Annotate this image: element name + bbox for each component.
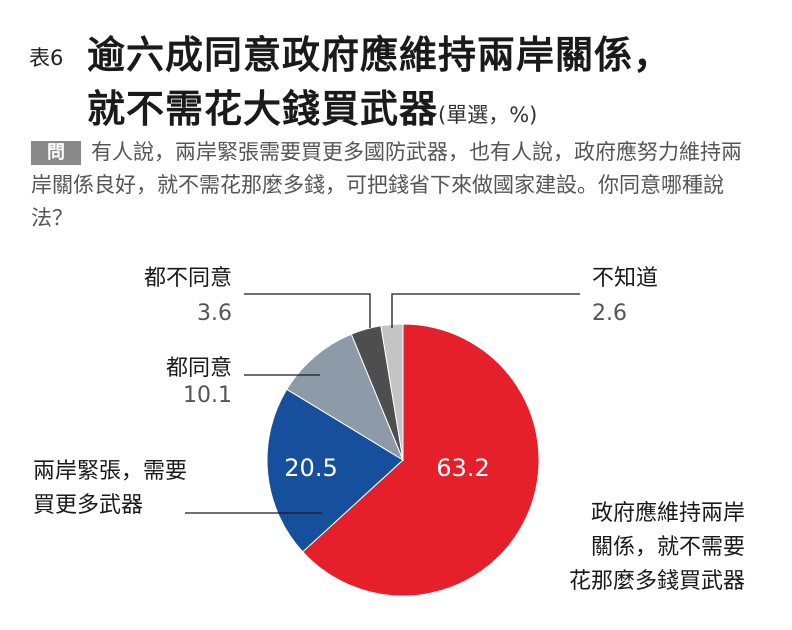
- table-number: 表6: [29, 46, 64, 70]
- pie-slices: [266, 323, 540, 597]
- leader-lines: [185, 293, 580, 514]
- survey-question-text: 有人說，兩岸緊張需要買更多國防武器，也有人說，政府應努力維持兩岸關係良好，就不需…: [31, 140, 742, 230]
- slice-label-5-line-1: 不知道: [592, 266, 658, 291]
- chart-title-line-1: 逾六成同意政府應維持兩岸關係，: [87, 33, 673, 77]
- survey-question: 有人說，兩岸緊張需要買更多國防武器，也有人說，政府應努力維持兩岸關係良好，就不需…: [31, 136, 751, 235]
- pie-slice-2: [266, 388, 404, 553]
- slice-label-1-line-2: 關係，就不需要: [591, 535, 745, 560]
- pie-slice-3: [286, 333, 405, 462]
- slice-value-5: 2.6: [592, 301, 627, 326]
- slice-label-2-line-2: 買更多武器: [33, 493, 143, 518]
- slice-label-1-line-3: 花那麼多錢買武器: [569, 569, 745, 594]
- question-badge: 問: [31, 141, 81, 165]
- slice-value-3: 10.1: [183, 383, 232, 408]
- slice-value-4: 3.6: [197, 301, 232, 326]
- slice-value-1: 63.2: [436, 454, 489, 482]
- unit-note: (單選，%): [438, 103, 538, 127]
- slice-label-2-line-1: 兩岸緊張，需要: [33, 459, 187, 484]
- slice-label-3-line-1: 都同意: [166, 356, 232, 381]
- slice-label-1-line-1: 政府應維持兩岸: [591, 500, 745, 526]
- leader-line-5: [391, 293, 580, 328]
- slice-value-2: 20.5: [284, 454, 337, 482]
- chart-title-line-2-text: 就不需花大錢買武器: [87, 87, 439, 131]
- leader-line-4: [244, 293, 371, 328]
- pie-slice-1: [301, 323, 540, 597]
- chart-title-line-2: 就不需花大錢買武器(單選，%): [87, 78, 537, 133]
- slice-label-4-line-1: 都不同意: [144, 266, 232, 291]
